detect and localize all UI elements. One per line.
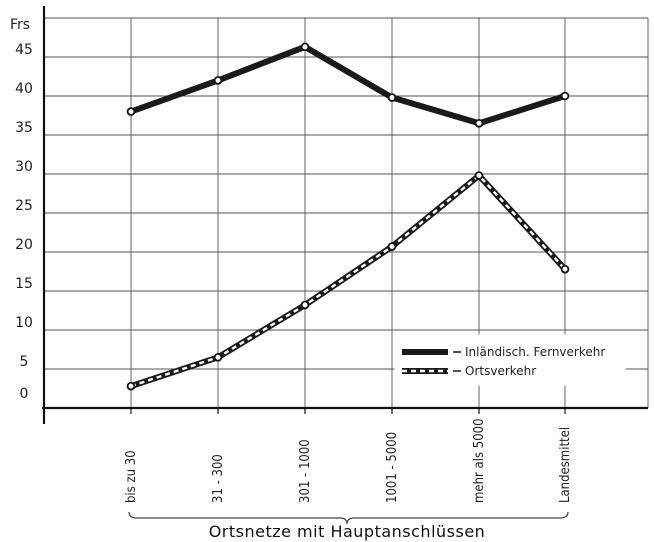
y-tick-label: 5 <box>20 354 29 370</box>
y-tick-label: 20 <box>15 237 33 253</box>
data-point-fernverkehr <box>474 119 484 128</box>
x-tick-labels: bis zu 30 31 - 300 301 - 1000 1001 - 5000 me… <box>124 418 573 503</box>
data-points <box>126 42 570 391</box>
x-tick-label: mehr als 5000 <box>472 418 487 503</box>
x-tick-label: 301 - 1000 <box>298 439 313 503</box>
data-point-fernverkehr <box>126 107 136 116</box>
series-lines <box>129 43 568 390</box>
y-tick-label: 25 <box>15 198 33 214</box>
data-point-ortsverkehr <box>387 242 397 251</box>
data-point-fernverkehr <box>560 91 570 101</box>
x-tick-label: 31 - 300 <box>211 454 226 503</box>
legend-label-fernverkehr: Inländisch. Fernverkehr <box>465 345 605 359</box>
x-tick-label: Landesmittel <box>558 427 573 503</box>
data-point-fernverkehr <box>213 76 223 85</box>
series-line-ortsverkehr-inner <box>130 174 566 388</box>
x-axis-title: Ortsnetze mit Hauptanschlüssen <box>209 522 486 541</box>
y-tick-label: 15 <box>15 276 33 292</box>
x-tick-label: bis zu 30 <box>124 450 139 503</box>
legend-label-ortsverkehr: Ortsverkehr <box>465 364 536 378</box>
legend: Inländisch. Fernverkehr Ortsverkehr <box>394 334 626 386</box>
legend-box <box>394 334 626 386</box>
x-tick-label: 1001 - 5000 <box>385 432 400 503</box>
data-point-ortsverkehr <box>213 352 223 362</box>
y-tick-label: 0 <box>20 386 29 402</box>
y-tick-label: 35 <box>15 120 33 136</box>
y-tick-label: 45 <box>15 42 33 58</box>
series-line-fernverkehr <box>129 43 566 127</box>
y-tick-label: 10 <box>15 315 33 331</box>
data-point-ortsverkehr <box>474 171 484 180</box>
axes <box>42 6 648 424</box>
data-point-fernverkehr <box>300 42 310 52</box>
data-point-ortsverkehr <box>300 300 310 310</box>
data-point-ortsverkehr <box>126 381 136 391</box>
x-category-brace <box>128 511 569 525</box>
data-point-fernverkehr <box>387 93 397 102</box>
y-unit-label: Frs <box>10 17 30 33</box>
y-tick-label: 40 <box>15 81 33 97</box>
data-point-ortsverkehr <box>560 264 570 274</box>
y-tick-labels: 0 5 10 15 20 25 30 35 40 45 <box>15 42 33 402</box>
y-tick-label: 30 <box>15 159 33 175</box>
